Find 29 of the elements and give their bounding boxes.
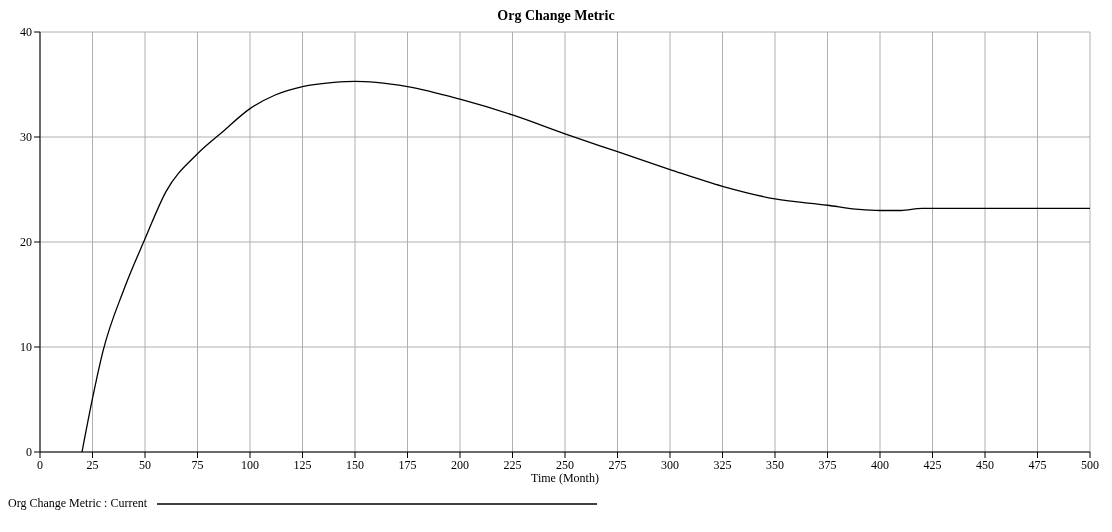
y-tick-label: 30 [20, 130, 32, 145]
x-tick-label: 500 [1081, 457, 1099, 472]
y-tick-label: 10 [20, 340, 32, 355]
x-tick-label: 225 [503, 457, 522, 472]
x-tick-label: 100 [241, 457, 259, 472]
chart-title: Org Change Metric [496, 8, 616, 25]
x-tick-label: 250 [556, 457, 574, 472]
x-axis-title: Time (Month) [531, 471, 599, 485]
x-tick-label: 375 [818, 457, 837, 472]
y-tick-label: 0 [26, 445, 32, 460]
x-tick-label: 75 [191, 457, 204, 472]
y-tick-label: 20 [20, 235, 32, 250]
x-tick-label: 150 [346, 457, 364, 472]
x-tick-label: 50 [139, 457, 151, 472]
x-tick-label: 200 [451, 457, 469, 472]
x-tick-label: 350 [766, 457, 784, 472]
x-tick-label: 0 [37, 457, 43, 472]
x-tick-label: 425 [923, 457, 942, 472]
y-tick-label: 40 [20, 25, 32, 40]
x-tick-label: 400 [871, 457, 889, 472]
x-tick-label: 175 [398, 457, 417, 472]
x-tick-label: 125 [293, 457, 312, 472]
x-tick-label: 325 [713, 457, 732, 472]
x-tick-label: 450 [976, 457, 994, 472]
x-tick-label: 275 [608, 457, 627, 472]
text: Org Change Metric : Current [8, 496, 148, 511]
x-tick-label: 25 [86, 457, 99, 472]
x-tick-label: 300 [661, 457, 679, 472]
x-tick-label: 475 [1028, 457, 1047, 472]
